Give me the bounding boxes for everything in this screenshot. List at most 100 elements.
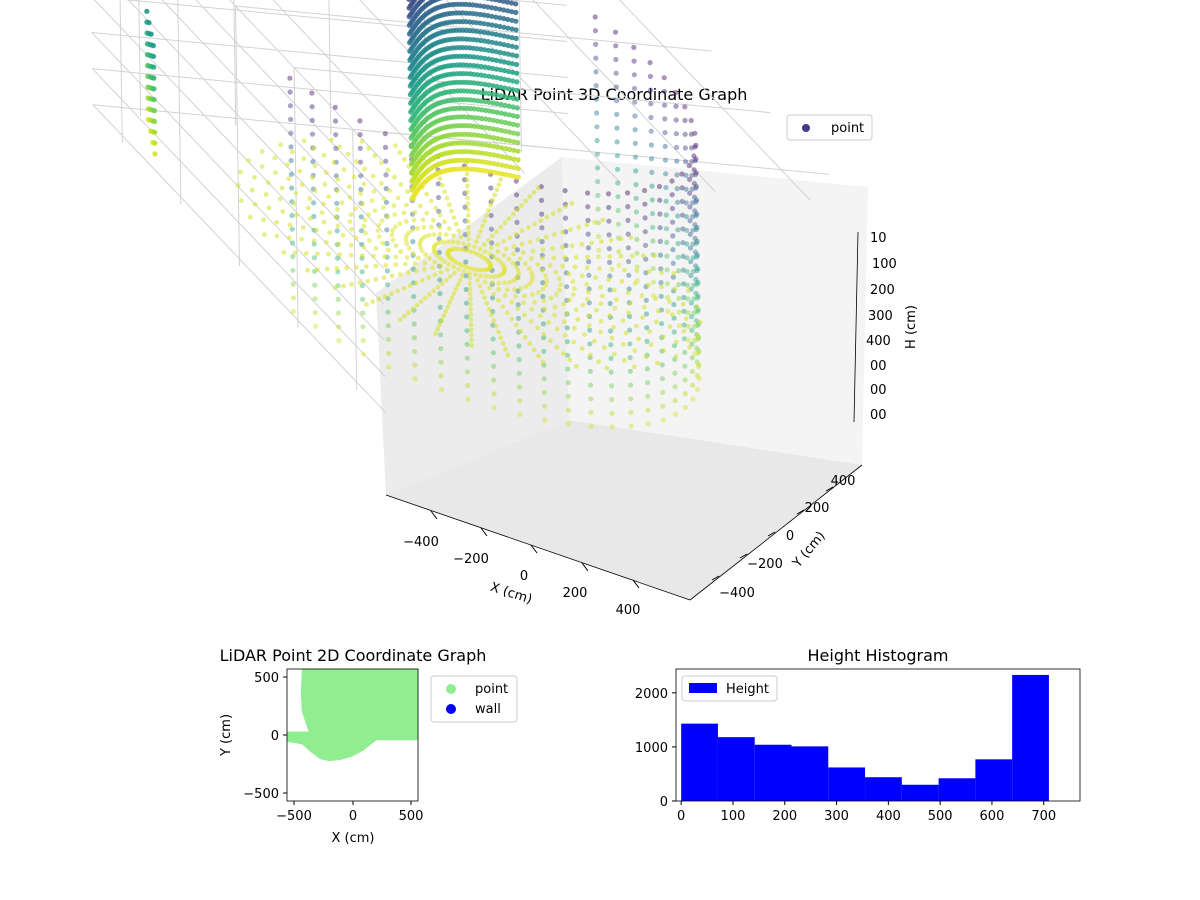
scatter-point bbox=[662, 116, 668, 122]
scatter-point bbox=[693, 156, 699, 162]
histogram-y-ticks: 0 1000 2000 bbox=[635, 687, 676, 810]
scatter-point bbox=[279, 185, 285, 191]
scatter-point bbox=[438, 345, 444, 352]
scatter-point bbox=[606, 277, 612, 282]
scatter-point bbox=[455, 282, 461, 288]
scatter-point bbox=[667, 324, 673, 329]
scatter-point bbox=[675, 227, 681, 233]
x-tick-label: 200 bbox=[772, 809, 797, 824]
scatter-point bbox=[661, 348, 666, 353]
scatter-point bbox=[498, 224, 504, 230]
scatter-point bbox=[544, 234, 549, 240]
scatter-point bbox=[383, 158, 389, 164]
scatter-point bbox=[438, 256, 444, 262]
scatter-point bbox=[648, 87, 654, 93]
y-tick-label: 200 bbox=[805, 501, 830, 516]
scatter-point bbox=[336, 241, 342, 247]
scatter-point bbox=[693, 183, 700, 189]
scatter-point bbox=[424, 191, 430, 197]
scatter-point bbox=[363, 230, 368, 236]
scatter-point bbox=[498, 119, 504, 125]
chart-2d: LiDAR Point 2D Coordinate Graph −500 0 5… bbox=[219, 646, 518, 846]
scatter-point bbox=[333, 145, 339, 151]
scatter-point bbox=[510, 211, 516, 217]
z-tick-label: 100 bbox=[872, 257, 897, 272]
scatter-point bbox=[487, 151, 493, 157]
scatter-point bbox=[469, 343, 475, 348]
scatter-point bbox=[631, 58, 637, 64]
scatter-point bbox=[437, 176, 443, 182]
histogram-title: Height Histogram bbox=[808, 646, 949, 665]
x-tick-label: 500 bbox=[928, 809, 953, 824]
scatter-point bbox=[393, 254, 399, 260]
scatter-point bbox=[439, 281, 445, 287]
scatter-point bbox=[485, 21, 491, 27]
scatter-point bbox=[397, 150, 403, 156]
scatter-point bbox=[406, 0, 412, 2]
scatter-point bbox=[340, 232, 346, 238]
scatter-point bbox=[490, 74, 496, 80]
scatter-point bbox=[387, 188, 393, 194]
scatter-point bbox=[333, 132, 339, 138]
scatter-point bbox=[451, 233, 456, 239]
scatter-point bbox=[570, 279, 576, 284]
scatter-point bbox=[327, 230, 333, 236]
scatter-point bbox=[669, 312, 675, 318]
scatter-point bbox=[560, 229, 565, 235]
scatter-point bbox=[695, 364, 702, 370]
scatter-point bbox=[262, 232, 267, 237]
scatter-point bbox=[146, 20, 152, 26]
scatter-point bbox=[558, 282, 563, 288]
z-tick-label: 00 bbox=[870, 359, 887, 374]
scatter-point bbox=[670, 219, 676, 225]
scatter-point bbox=[632, 127, 638, 133]
scatter-point bbox=[472, 272, 478, 277]
scatter-point bbox=[407, 48, 413, 54]
scatter-point bbox=[673, 339, 679, 345]
y-tick-label: 0 bbox=[786, 529, 794, 544]
scatter-point bbox=[498, 101, 504, 108]
scatter-point bbox=[412, 261, 418, 266]
scatter-point bbox=[335, 177, 341, 183]
scatter-point bbox=[150, 43, 156, 49]
scatter-point bbox=[690, 213, 696, 220]
scatter-point bbox=[300, 225, 306, 230]
scatter-point bbox=[642, 187, 648, 194]
scatter-point bbox=[467, 275, 473, 281]
scatter-point bbox=[544, 214, 550, 220]
y-tick-label: 500 bbox=[254, 671, 279, 686]
scatter-point bbox=[375, 228, 381, 234]
gridline bbox=[92, 104, 387, 414]
scatter-point bbox=[614, 139, 620, 145]
scatter-point bbox=[335, 206, 340, 212]
scatter-point bbox=[544, 278, 549, 284]
scatter-point bbox=[692, 208, 698, 214]
scatter-point bbox=[432, 272, 438, 278]
scatter-point bbox=[607, 259, 613, 265]
scatter-point bbox=[648, 142, 655, 148]
scatter-point bbox=[362, 166, 368, 172]
scatter-point bbox=[495, 135, 501, 141]
scatter-point bbox=[334, 200, 340, 206]
gridline bbox=[328, 0, 332, 135]
scatter-point bbox=[447, 274, 453, 279]
scatter-point bbox=[584, 296, 590, 302]
scatter-point bbox=[648, 101, 654, 107]
scatter-point bbox=[688, 131, 695, 137]
scatter-point bbox=[466, 230, 471, 236]
scatter-point bbox=[389, 291, 394, 297]
scatter-point bbox=[566, 421, 572, 427]
scatter-point bbox=[442, 219, 447, 225]
scatter-point bbox=[496, 0, 503, 4]
scatter-point bbox=[463, 286, 469, 293]
scatter-point bbox=[513, 322, 519, 328]
scatter-point bbox=[151, 64, 157, 70]
y-axis-label-3d: Y (cm) bbox=[789, 529, 828, 572]
scatter-point bbox=[373, 263, 379, 269]
legend-3d-marker bbox=[802, 124, 810, 132]
scatter-point bbox=[481, 12, 487, 18]
scatter-point bbox=[689, 314, 695, 320]
scatter-point bbox=[632, 113, 638, 119]
scatter-point bbox=[688, 272, 694, 279]
legend-2d-wall-label: wall bbox=[475, 702, 501, 717]
